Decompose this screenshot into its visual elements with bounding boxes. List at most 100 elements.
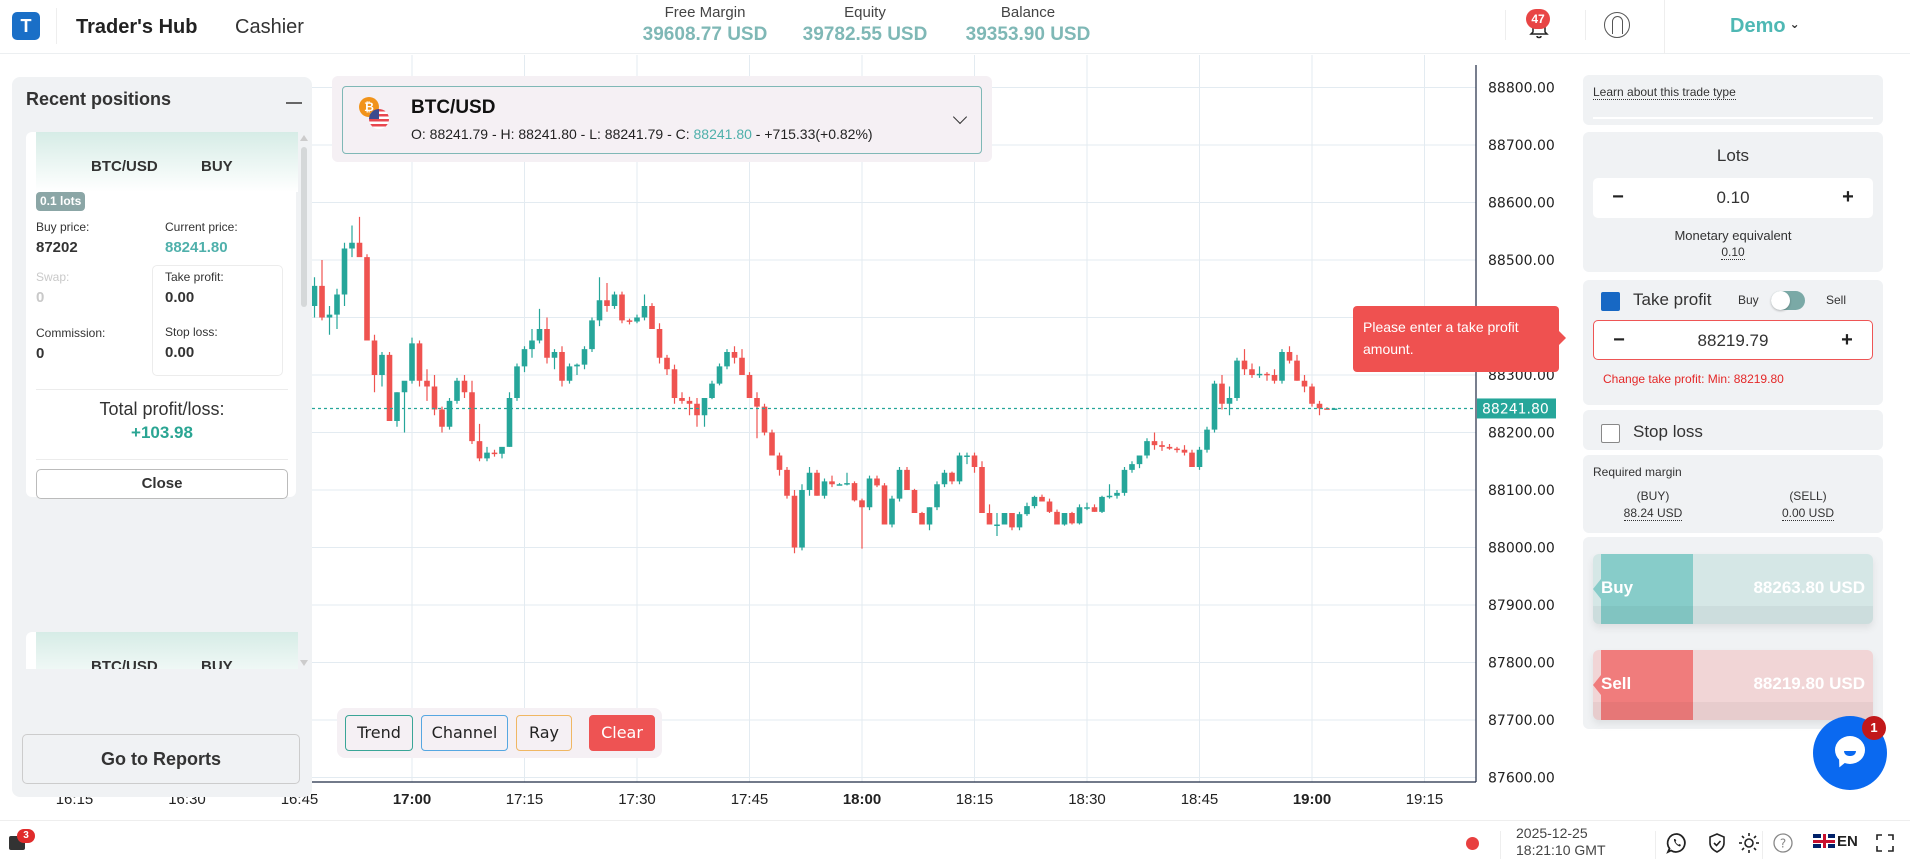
learn-trade-type-link[interactable]: Learn about this trade type — [1593, 85, 1736, 100]
margin-buy-value: 88.24 USD — [1623, 506, 1683, 521]
positions-scrollbar[interactable] — [298, 132, 312, 669]
instrument-selector[interactable]: ₿ BTC/USD O: 88241.79 - H: 88241.80 - L:… — [342, 86, 982, 154]
margin-sell-label: (SELL) — [1789, 489, 1827, 503]
scroll-down-icon[interactable] — [300, 660, 308, 666]
fullscreen-icon[interactable] — [1874, 832, 1896, 854]
recent-positions-panel: Recent positions BTC/USD BUY 0.1 lots Bu… — [12, 77, 312, 797]
lots-stepper: − 0.10 + — [1593, 178, 1873, 218]
scroll-up-icon[interactable] — [300, 135, 308, 141]
language-label: EN — [1837, 833, 1858, 850]
take-profit-field: Take profit: 0.00 — [165, 270, 224, 306]
buy-price-field: Buy price: 87202 — [36, 220, 89, 256]
sell-price: 88219.80 USD — [1753, 674, 1865, 693]
uk-flag-icon — [1813, 834, 1835, 848]
ray-tool-button[interactable]: Ray — [516, 715, 572, 751]
free-margin-stat: Free Margin 39608.77 USD — [640, 4, 770, 46]
chat-unread-badge: 1 — [1862, 716, 1886, 740]
commission-field: Commission: 0 — [36, 326, 105, 362]
svg-text:18:15: 18:15 — [956, 791, 994, 808]
stop-loss-value: 0.00 — [165, 344, 195, 361]
order-buttons-card: Buy 88263.80 USD Sell 88219.80 USD — [1583, 537, 1883, 729]
chevron-down-icon[interactable] — [952, 109, 968, 125]
take-profit-card: Take profit Buy Sell − 88219.79 + Change… — [1583, 280, 1883, 405]
clear-drawings-button[interactable]: Clear — [589, 715, 655, 751]
channel-tool-button[interactable]: Channel — [421, 715, 508, 751]
minimize-icon[interactable] — [286, 102, 302, 104]
take-profit-value: 0.00 — [165, 289, 195, 306]
sell-button[interactable]: Sell 88219.80 USD — [1593, 650, 1873, 720]
balance-label: Balance — [1000, 4, 1056, 21]
instrument-symbol: BTC/USD — [411, 97, 496, 118]
svg-text:87600.00: 87600.00 — [1488, 771, 1555, 787]
svg-text:88500.00: 88500.00 — [1488, 253, 1555, 269]
svg-text:88300.00: 88300.00 — [1488, 368, 1555, 384]
scrollbar-thumb[interactable] — [301, 147, 307, 307]
tooltip-arrow — [1559, 331, 1566, 345]
go-to-reports-button[interactable]: Go to Reports — [22, 734, 300, 784]
lots-card: Lots − 0.10 + Monetary equivalent 0.10 — [1583, 132, 1883, 272]
equity-value: 39782.55 USD — [802, 24, 928, 45]
svg-text:88700.00: 88700.00 — [1488, 138, 1555, 154]
take-profit-increment-button[interactable]: + — [1841, 329, 1853, 351]
stop-loss-field: Stop loss: 0.00 — [165, 325, 218, 361]
buy-button[interactable]: Buy 88263.80 USD — [1593, 554, 1873, 624]
us-flag-icon — [369, 109, 389, 129]
current-price-field: Current price: 88241.80 — [165, 220, 238, 256]
nav-traders-hub[interactable]: Trader's Hub — [76, 16, 198, 38]
take-profit-label: Take profit — [1633, 290, 1712, 309]
divider — [1500, 831, 1501, 859]
svg-text:18:45: 18:45 — [1181, 791, 1219, 808]
position-header: BTC/USD BUY — [36, 632, 298, 669]
sell-label-bg — [1601, 650, 1693, 720]
buy-label: Buy — [1601, 578, 1634, 597]
equity-stat: Equity 39782.55 USD — [795, 4, 935, 46]
server-datetime: 2025-12-25 18:21:10 GMT — [1516, 825, 1606, 859]
close-position-button[interactable]: Close — [36, 469, 288, 499]
svg-text:88100.00: 88100.00 — [1488, 483, 1555, 499]
take-profit-stepper: − 88219.79 + — [1593, 320, 1873, 360]
top-bar: T Trader's Hub Cashier Free Margin 39608… — [0, 0, 1910, 54]
whatsapp-icon[interactable] — [1666, 832, 1688, 854]
logo-icon[interactable]: T — [12, 12, 40, 40]
lots-decrement-button[interactable]: − — [1612, 186, 1624, 208]
lots-increment-button[interactable]: + — [1842, 186, 1854, 208]
language-selector[interactable]: EN — [1813, 833, 1858, 850]
drawing-toolbar: Trend Channel Ray Clear — [337, 708, 662, 758]
free-margin-value: 39608.77 USD — [642, 24, 768, 45]
buy-sell-toggle[interactable] — [1771, 291, 1805, 310]
trend-tool-button[interactable]: Trend — [345, 715, 413, 751]
account-label: Demo — [1730, 15, 1786, 37]
lots-input[interactable]: 0.10 — [1716, 188, 1750, 207]
theme-sun-icon[interactable] — [1738, 832, 1760, 854]
nav-cashier[interactable]: Cashier — [235, 16, 304, 38]
take-profit-decrement-button[interactable]: − — [1613, 329, 1625, 351]
take-profit-input[interactable]: 88219.79 — [1697, 331, 1769, 350]
svg-text:88600.00: 88600.00 — [1488, 196, 1555, 212]
margin-sell-value: 0.00 USD — [1781, 506, 1835, 521]
total-pl-value: +103.98 — [131, 423, 193, 442]
required-margin-label: Required margin — [1593, 465, 1682, 479]
position-side: BUY — [201, 158, 233, 175]
tp-sl-box[interactable] — [152, 265, 283, 376]
button-shade — [1593, 606, 1873, 624]
help-icon[interactable]: ? — [1772, 832, 1794, 854]
svg-text:19:15: 19:15 — [1406, 791, 1444, 808]
toggle-buy-label: Buy — [1738, 293, 1759, 307]
panel-title: Recent positions — [26, 89, 172, 109]
buy-price-label: Buy price: — [36, 220, 90, 234]
position-card: BTC/USD BUY — [26, 632, 298, 669]
position-symbol: BTC/USD — [91, 658, 158, 669]
position-header: BTC/USD BUY — [36, 132, 298, 192]
account-switcher[interactable]: Demo ⌄ — [1730, 15, 1800, 38]
position-side: BUY — [201, 658, 233, 669]
current-price-label: Current price: — [165, 220, 238, 234]
stop-loss-checkbox[interactable] — [1601, 424, 1620, 443]
take-profit-checkbox[interactable] — [1601, 292, 1620, 311]
validation-tooltip: Please enter a take profit amount. — [1353, 306, 1559, 372]
shield-check-icon[interactable] — [1706, 832, 1728, 854]
divider — [1585, 10, 1586, 40]
user-icon[interactable] — [1604, 12, 1630, 38]
positions-list[interactable]: BTC/USD BUY 0.1 lots Buy price: 87202 Cu… — [26, 132, 312, 669]
monetary-equivalent-value: 0.10 — [1583, 245, 1883, 260]
divider — [1593, 117, 1873, 119]
